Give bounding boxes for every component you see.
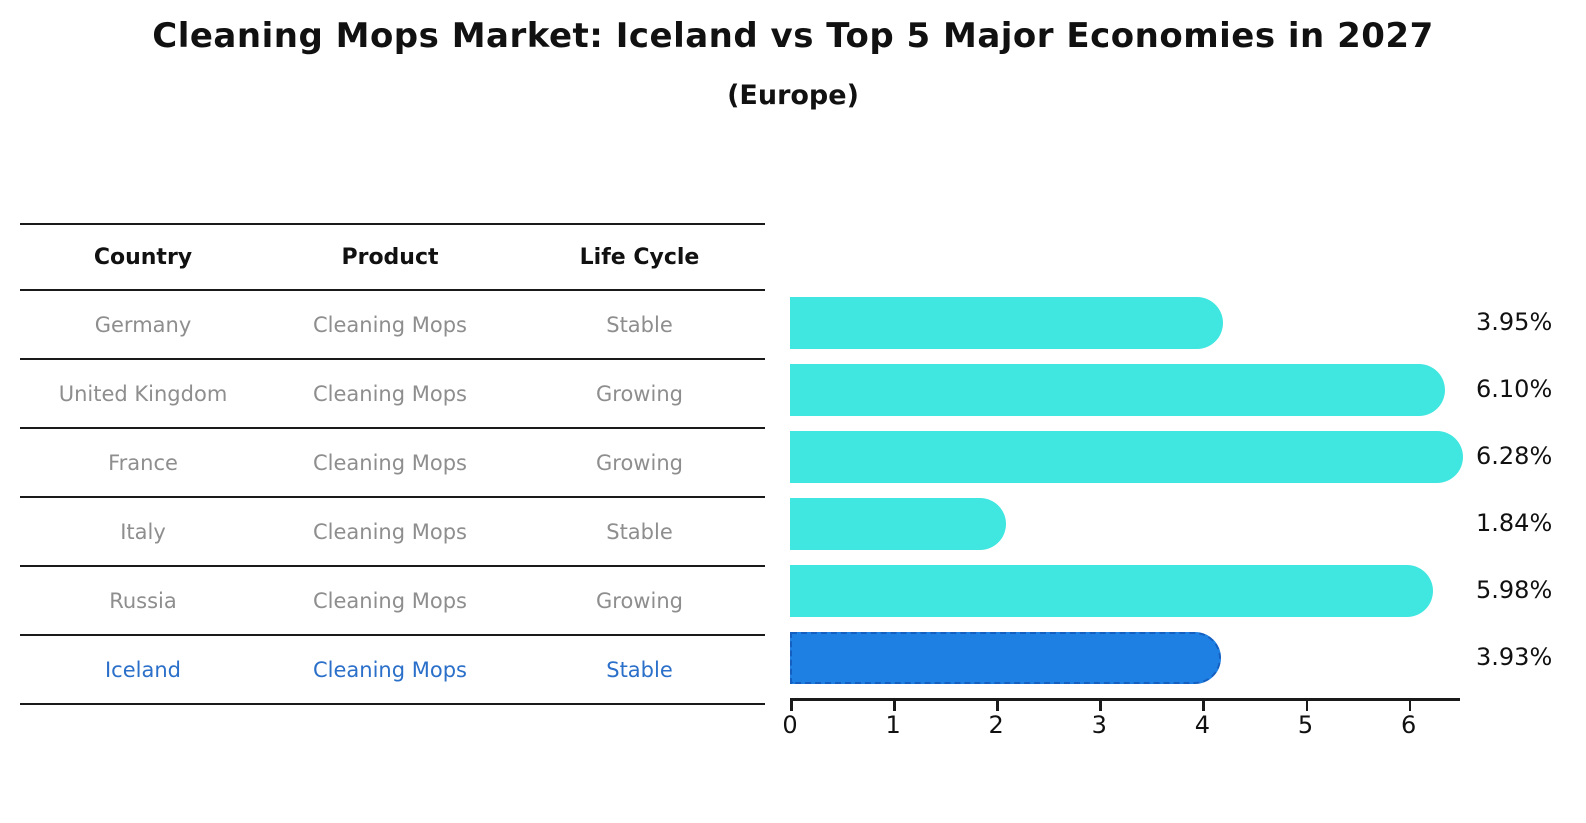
table-row: Iceland Cleaning Mops Stable	[20, 634, 765, 705]
table-row: United Kingdom Cleaning Mops Growing	[20, 358, 765, 427]
cell-product: Cleaning Mops	[313, 450, 467, 475]
x-axis-tick-label: 1	[885, 711, 901, 739]
cell-life-cycle: Stable	[606, 312, 673, 337]
x-axis-tick-label: 3	[1091, 711, 1107, 739]
bar-highlight-iceland	[790, 631, 1221, 684]
cell-country: Italy	[120, 519, 166, 544]
cell-country: Iceland	[104, 657, 181, 682]
value-label: 5.98%	[1476, 575, 1553, 604]
x-axis-tick	[1099, 701, 1102, 711]
cell-life-cycle: Growing	[596, 381, 683, 406]
bar-france	[790, 430, 1463, 483]
x-axis-tick-label: 2	[988, 711, 1004, 739]
x-axis-tick-label: 5	[1297, 711, 1314, 739]
column-header-product: Product	[341, 244, 439, 270]
cell-country: France	[108, 450, 178, 475]
cell-life-cycle: Stable	[606, 657, 673, 682]
x-axis-tick	[1305, 701, 1308, 711]
bar-russia	[790, 564, 1433, 617]
x-axis-tick	[790, 701, 793, 711]
table-row: Italy Cleaning Mops Stable	[20, 496, 765, 565]
table-header-row: Country Product Life Cycle	[20, 223, 765, 289]
x-axis-tick-label: 0	[782, 711, 798, 739]
bar-germany	[790, 296, 1223, 349]
x-axis-tick	[1202, 701, 1205, 711]
cell-product: Cleaning Mops	[313, 312, 467, 337]
chart-title: Cleaning Mops Market: Iceland vs Top 5 M…	[152, 16, 1434, 56]
value-label: 1.84%	[1476, 508, 1553, 537]
cell-country: Russia	[109, 588, 177, 613]
cell-life-cycle: Growing	[596, 450, 683, 475]
x-axis-line	[790, 698, 1460, 701]
cell-product: Cleaning Mops	[313, 657, 467, 682]
value-label: 3.93%	[1476, 642, 1553, 671]
cell-country: United Kingdom	[58, 381, 228, 406]
x-axis-tick-label: 6	[1400, 711, 1417, 739]
value-label: 6.28%	[1476, 441, 1553, 470]
cell-product: Cleaning Mops	[313, 588, 467, 613]
column-header-lifecycle: Life Cycle	[579, 244, 700, 270]
value-label: 3.95%	[1476, 307, 1553, 336]
table-body: Germany Cleaning Mops Stable United Kingdom…	[20, 289, 765, 705]
bar-italy	[790, 497, 1006, 550]
value-label: 6.10%	[1476, 374, 1553, 403]
cell-product: Cleaning Mops	[313, 381, 467, 406]
bar-united-kingdom	[790, 363, 1445, 416]
cell-life-cycle: Growing	[596, 588, 683, 613]
table-row: Germany Cleaning Mops Stable	[20, 289, 765, 358]
x-axis-tick	[996, 701, 999, 711]
x-axis-tick	[893, 701, 896, 711]
table-row: Russia Cleaning Mops Growing	[20, 565, 765, 634]
cell-country: Germany	[94, 312, 192, 337]
table-row: France Cleaning Mops Growing	[20, 427, 765, 496]
cell-product: Cleaning Mops	[313, 519, 467, 544]
column-header-country: Country	[93, 244, 193, 270]
x-axis-tick-label: 4	[1194, 711, 1211, 739]
cell-life-cycle: Stable	[606, 519, 673, 544]
chart-subtitle: (Europe)	[727, 80, 859, 111]
x-axis-tick	[1408, 701, 1412, 711]
country-table: Country Product Life Cycle Germany Cleani…	[20, 223, 765, 705]
